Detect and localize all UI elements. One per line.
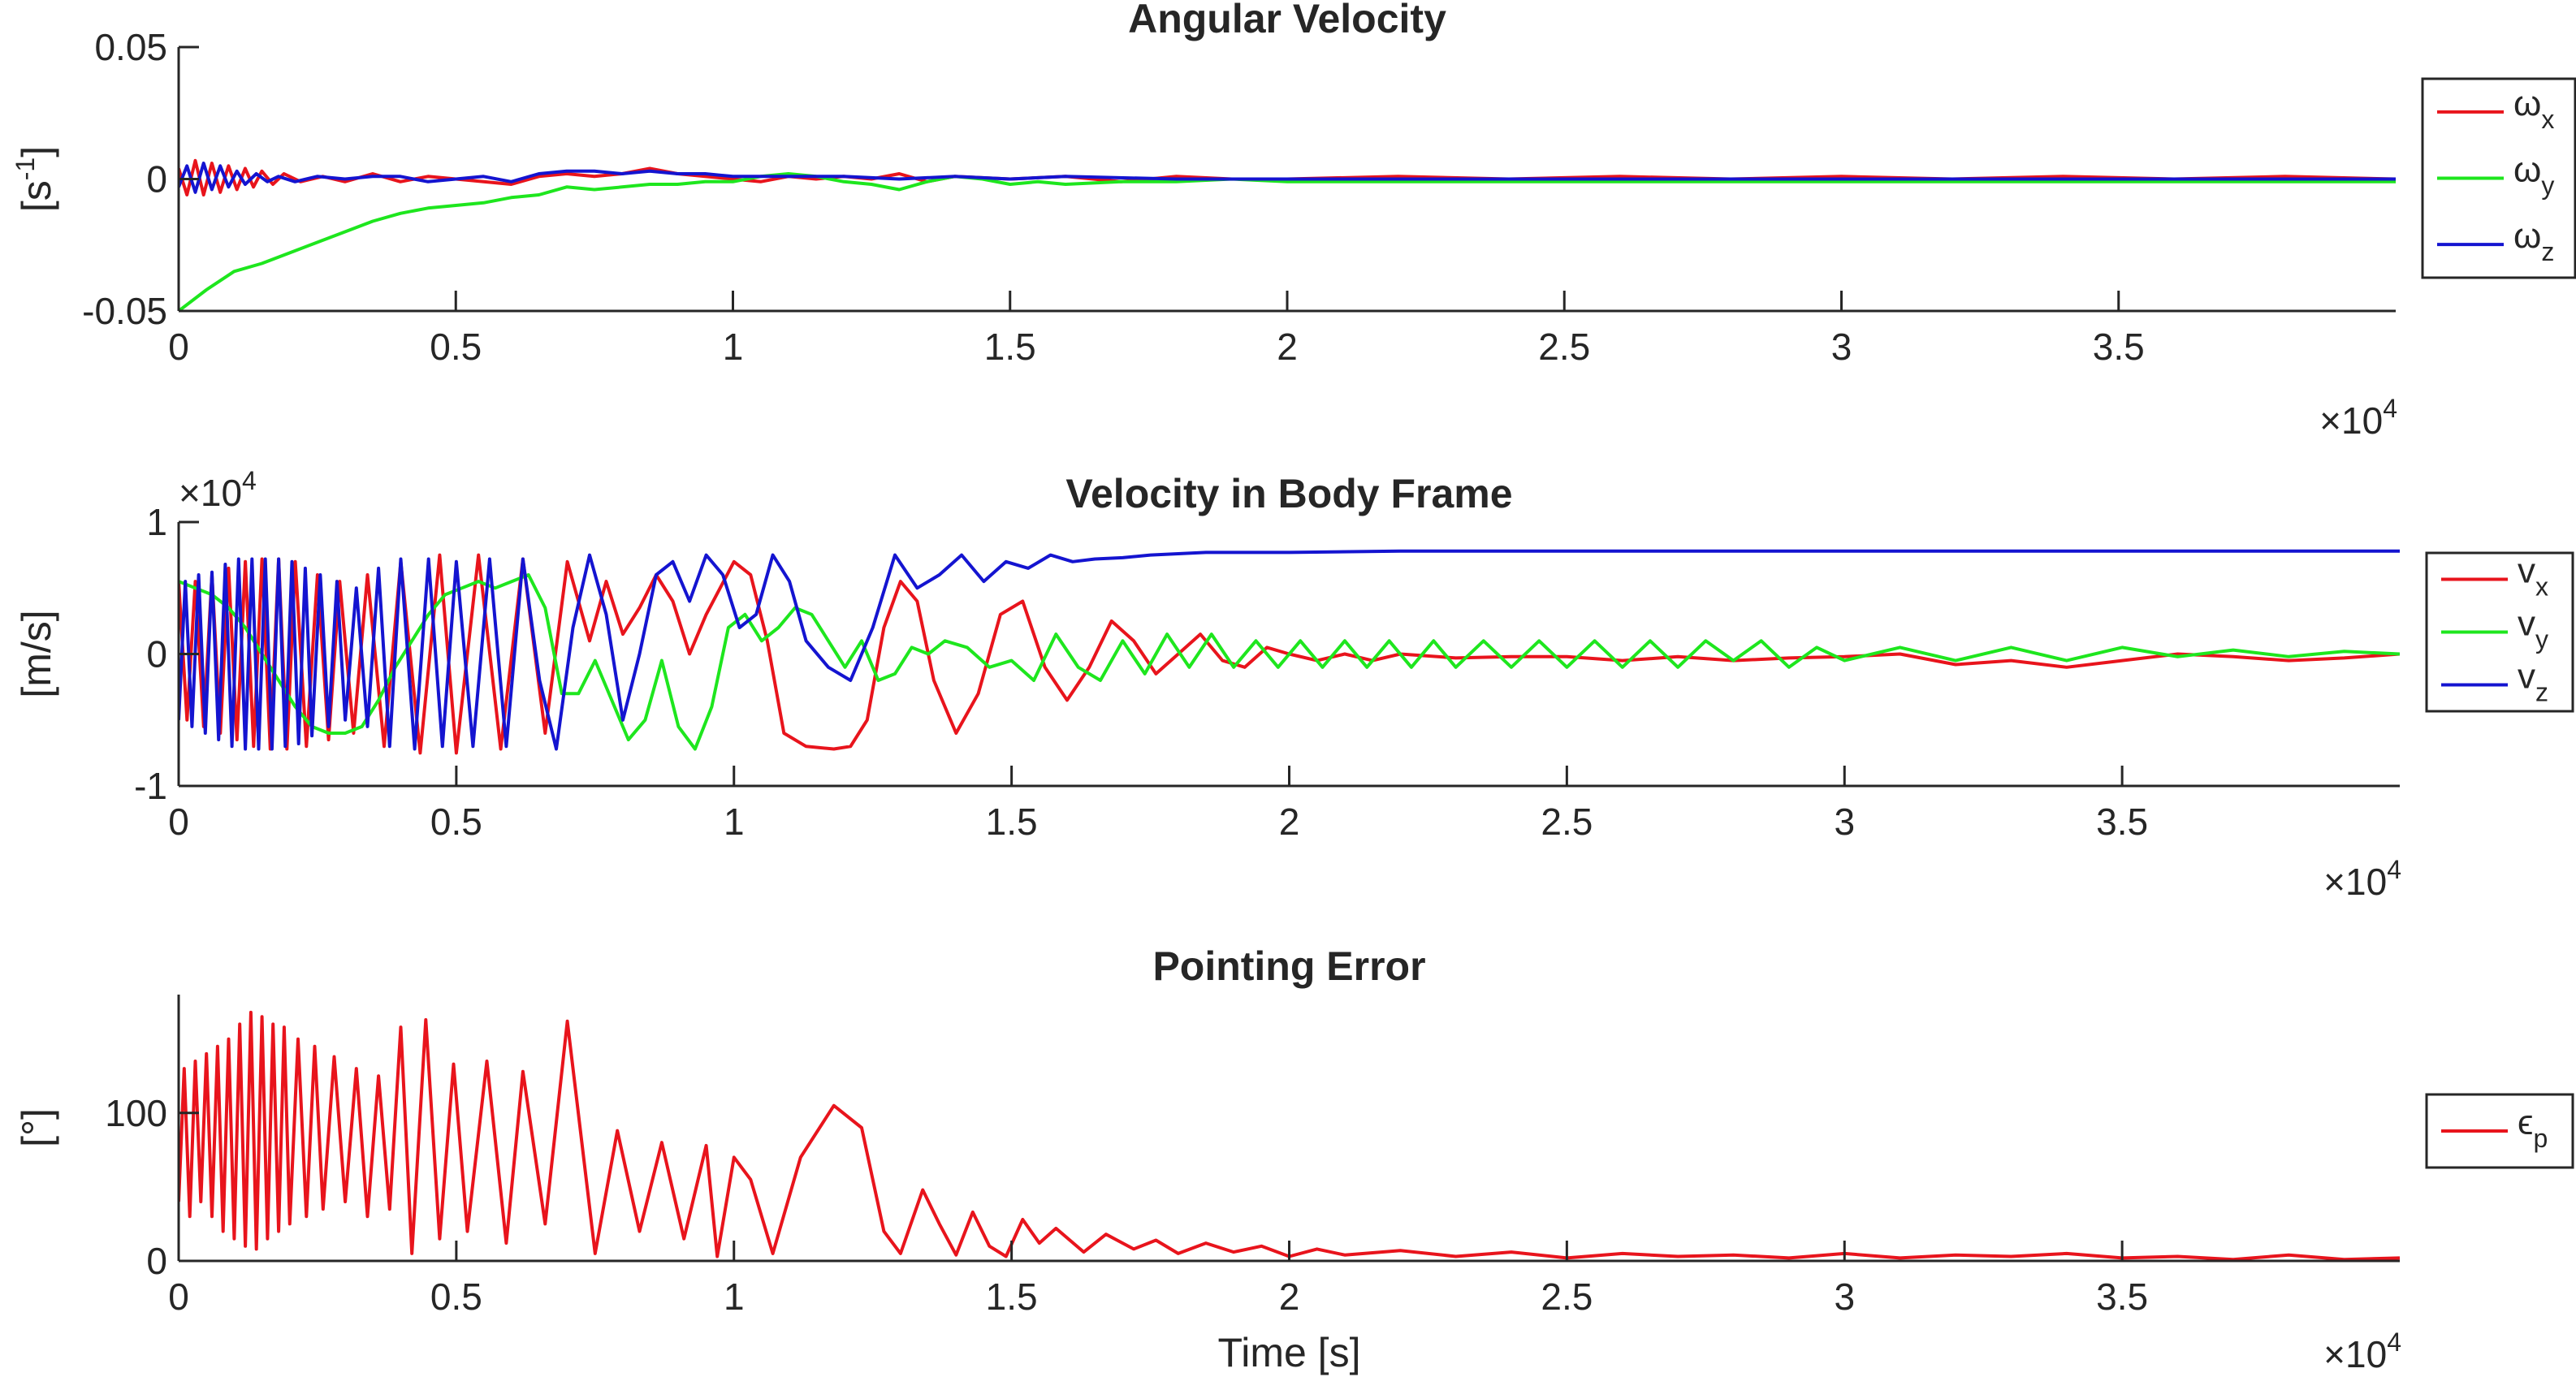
legend-label-sub: x xyxy=(2535,572,2548,602)
y-axis-label: [s-1] xyxy=(11,146,59,212)
y-exponent-label: ×104 xyxy=(179,466,257,514)
x-tick-label: 3 xyxy=(1831,326,1852,368)
x-exponent-power: 4 xyxy=(2387,1327,2401,1357)
x-tick-label: 0.5 xyxy=(430,326,482,368)
y-axis-label-end: ] xyxy=(14,146,59,158)
x-tick-label: 1 xyxy=(723,326,744,368)
x-exponent-label: ×104 xyxy=(2323,855,2401,903)
x-exponent-base: ×10 xyxy=(2319,399,2383,442)
x-exponent-label: ×104 xyxy=(2323,1327,2401,1375)
legend-label-base: ω xyxy=(2513,84,2541,123)
y-tick-label: -1 xyxy=(134,765,167,807)
x-exponent-base: ×10 xyxy=(2323,861,2387,903)
x-tick-label: 0 xyxy=(168,801,189,843)
y-axis-label: [°] xyxy=(14,1108,59,1147)
legend-label-p: ϵp xyxy=(2518,1103,2548,1153)
legend-label-base: ω xyxy=(2513,150,2541,190)
series-line-y xyxy=(179,172,2396,311)
legend-label-sub: z xyxy=(2541,237,2554,266)
x-tick-label: 2 xyxy=(1279,1276,1300,1318)
x-tick-label: 2.5 xyxy=(1541,1276,1593,1318)
legend-label-y: ωy xyxy=(2513,150,2554,201)
series-line-z xyxy=(179,549,2400,751)
legend-label-base: ϵ xyxy=(2518,1103,2533,1142)
legend-label-x: ωx xyxy=(2513,84,2554,134)
legend-label-base: v xyxy=(2518,604,2535,644)
series-line-z xyxy=(179,162,2396,194)
legend-label-z: ωz xyxy=(2513,216,2554,266)
y-tick-label: 0 xyxy=(146,158,167,201)
x-tick-label: 1.5 xyxy=(986,1276,1038,1318)
y-exponent-base: ×10 xyxy=(179,472,242,514)
x-tick-label: 0 xyxy=(168,1276,189,1318)
y-tick-label: 0 xyxy=(146,1240,167,1282)
chart-title: Velocity in Body Frame xyxy=(1065,471,1512,516)
series-line-p xyxy=(179,1010,2400,1261)
chart-panel-3: 0 0.5 1 1.5 2 2.5 3 3.5 0 100 Pointing Error [°] ×10… xyxy=(14,943,2574,1375)
y-tick-label: 1 xyxy=(146,501,167,543)
legend-label-sub: x xyxy=(2541,105,2554,134)
x-tick-label: 3.5 xyxy=(2093,326,2145,368)
y-axis-label-base: [s xyxy=(14,180,59,212)
x-exponent-power: 4 xyxy=(2383,394,2397,423)
x-tick-label: 2 xyxy=(1277,326,1298,368)
x-tick-label: 1 xyxy=(724,1276,745,1318)
legend-label-base: v xyxy=(2518,551,2535,591)
legend-label-sub: p xyxy=(2533,1124,2548,1153)
x-tick-label: 2.5 xyxy=(1541,801,1593,843)
x-exponent-power: 4 xyxy=(2387,855,2401,884)
y-exponent-power: 4 xyxy=(242,466,257,495)
x-tick-label: 2.5 xyxy=(1538,326,1590,368)
series-line-x xyxy=(179,553,2400,755)
y-axis-label: [m/s] xyxy=(14,610,59,697)
x-tick-label: 0.5 xyxy=(430,1276,482,1318)
legend-label-x: vx xyxy=(2518,551,2548,602)
legend-label-y: vy xyxy=(2518,604,2548,654)
x-axis-label: Time [s] xyxy=(1218,1330,1361,1375)
x-tick-label: 0.5 xyxy=(430,801,482,843)
x-tick-label: 1.5 xyxy=(984,326,1036,368)
legend-label-sub: y xyxy=(2541,171,2554,201)
x-tick-label: 1 xyxy=(724,801,745,843)
y-tick-label: 0.05 xyxy=(94,26,167,68)
x-tick-label: 1.5 xyxy=(986,801,1038,843)
x-tick-label: 3 xyxy=(1834,801,1855,843)
y-tick-label: -0.05 xyxy=(82,290,167,332)
x-tick-label: 3.5 xyxy=(2096,801,2148,843)
x-tick-label: 0 xyxy=(168,326,189,368)
y-axis-label-sup: -1 xyxy=(11,158,40,180)
y-tick-label: 100 xyxy=(105,1092,167,1134)
x-exponent-label: ×104 xyxy=(2319,394,2397,442)
legend-label-sub: y xyxy=(2535,625,2548,654)
y-tick-label: 0 xyxy=(146,633,167,676)
legend-label-sub: z xyxy=(2535,678,2548,707)
chart-title: Pointing Error xyxy=(1152,943,1425,989)
legend-label-base: v xyxy=(2518,657,2535,697)
x-tick-label: 3 xyxy=(1834,1276,1855,1318)
x-exponent-base: ×10 xyxy=(2323,1333,2387,1375)
chart-title: Angular Velocity xyxy=(1128,0,1446,41)
legend-label-base: ω xyxy=(2513,216,2541,256)
x-tick-label: 2 xyxy=(1279,801,1300,843)
legend-label-z: vz xyxy=(2518,657,2548,707)
series-line-y xyxy=(179,573,2400,751)
x-tick-label: 3.5 xyxy=(2096,1276,2148,1318)
